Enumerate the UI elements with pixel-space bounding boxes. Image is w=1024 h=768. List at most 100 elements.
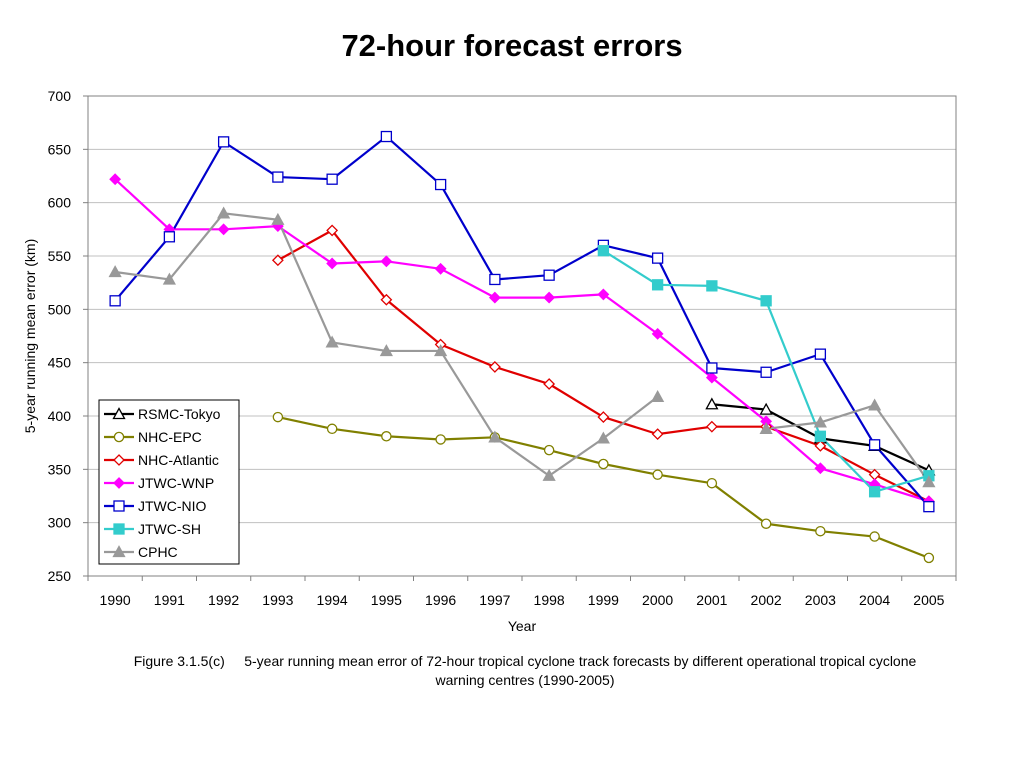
legend-marker-nhc-epc	[113, 431, 125, 443]
data-point-cphc	[379, 344, 393, 357]
legend: RSMC-Tokyo NHC-EPC NHC-Atlantic JTWC-WNP JTW…	[98, 399, 240, 565]
data-point-jtwc-sh	[706, 280, 718, 292]
x-tick-label: 1999	[588, 592, 619, 608]
data-point-cphc	[868, 398, 882, 411]
data-point-rsmc-tokyo	[705, 397, 719, 410]
data-point-nhc-atlantic	[326, 224, 339, 237]
data-point-nhc-epc	[543, 444, 555, 456]
data-point-nhc-atlantic	[868, 468, 881, 481]
legend-marker-jtwc-wnp	[113, 477, 125, 489]
data-point-jtwc-sh	[868, 486, 881, 498]
y-tick-label: 550	[48, 248, 72, 264]
data-point-jtwc-nio	[543, 269, 555, 281]
data-point-cphc	[271, 212, 285, 225]
legend-label-cphc: CPHC	[138, 544, 178, 560]
x-tick-label: 1992	[208, 592, 239, 608]
data-point-nhc-atlantic	[488, 361, 501, 373]
data-point-jtwc-wnp	[434, 262, 447, 275]
data-point-cphc	[813, 415, 827, 428]
data-point-nhc-atlantic	[271, 254, 284, 267]
series-line-jtwc-nio	[114, 135, 930, 508]
series-markers	[108, 130, 936, 564]
data-point-cphc	[922, 475, 936, 488]
data-point-jtwc-nio	[272, 171, 284, 183]
legend-label-jtwc-wnp: JTWC-WNP	[138, 475, 214, 491]
x-tick-label: 2003	[805, 592, 836, 608]
data-point-cphc	[108, 265, 122, 278]
y-axis-title: 5-year running mean error (km)	[22, 239, 38, 434]
data-point-nhc-epc	[326, 423, 338, 435]
y-tick-label: 500	[48, 301, 72, 317]
data-point-jtwc-nio	[326, 173, 338, 185]
x-tick-label: 1998	[534, 592, 565, 608]
legend-marker-rsmc-tokyo	[112, 407, 126, 420]
data-point-nhc-epc	[923, 552, 935, 564]
x-tick-label: 1995	[371, 592, 402, 608]
figure-caption-text: 5-year running mean error of 72-hour tro…	[244, 653, 917, 688]
data-point-jtwc-nio	[109, 295, 121, 307]
data-point-jtwc-nio	[923, 501, 935, 513]
data-point-nhc-epc	[869, 531, 880, 542]
data-point-nhc-atlantic	[651, 428, 664, 441]
x-tick-label: 1994	[317, 592, 348, 608]
data-point-cphc	[759, 421, 773, 434]
y-tick-label: 700	[48, 88, 72, 104]
data-point-cphc	[542, 468, 556, 481]
y-tick-label: 350	[48, 461, 72, 477]
data-point-jtwc-wnp	[109, 173, 122, 186]
x-tick-label: 2005	[913, 592, 944, 608]
data-point-jtwc-wnp	[326, 257, 339, 270]
data-point-jtwc-sh	[760, 295, 772, 307]
figure-number: Figure 3.1.5(c)	[133, 653, 225, 669]
data-point-cphc	[651, 389, 665, 402]
data-point-jtwc-sh	[597, 245, 610, 257]
data-point-jtwc-wnp	[597, 288, 610, 301]
x-tick-label: 1993	[262, 592, 293, 608]
y-tick-label: 400	[48, 408, 72, 424]
x-tick-label: 2001	[696, 592, 727, 608]
data-point-jtwc-wnp	[380, 255, 393, 268]
legend-marker-jtwc-sh	[113, 523, 125, 535]
data-point-cphc	[162, 272, 176, 285]
x-tick-label: 1990	[100, 592, 131, 608]
data-point-nhc-atlantic	[705, 420, 718, 433]
data-point-nhc-epc	[706, 477, 718, 489]
data-point-jtwc-nio	[814, 348, 827, 360]
series-line-jtwc-wnp	[114, 178, 930, 503]
data-point-nhc-epc	[598, 458, 609, 470]
data-point-jtwc-sh	[651, 279, 664, 291]
data-point-jtwc-nio	[706, 362, 718, 374]
legend-label-jtwc-sh: JTWC-SH	[138, 521, 201, 537]
data-point-rsmc-tokyo	[759, 402, 773, 415]
data-point-jtwc-nio	[217, 136, 230, 148]
y-axis-ticks: 250 300 350 400 450 500 550 600 650 700	[48, 88, 88, 584]
figure-caption: Figure 3.1.5(c) 5-year running mean erro…	[110, 652, 940, 690]
data-point-cphc	[488, 430, 502, 443]
x-tick-label: 2000	[642, 592, 673, 608]
data-point-jtwc-nio	[380, 130, 393, 143]
y-tick-label: 650	[48, 141, 72, 157]
data-point-jtwc-wnp	[488, 291, 501, 304]
y-tick-label: 300	[48, 515, 72, 531]
data-point-nhc-epc	[381, 431, 392, 442]
data-point-jtwc-sh	[814, 430, 827, 442]
data-point-nhc-atlantic	[814, 439, 827, 452]
data-point-jtwc-nio	[651, 252, 664, 264]
data-point-jtwc-nio	[489, 273, 501, 286]
data-point-jtwc-nio	[868, 439, 881, 451]
data-point-nhc-atlantic	[380, 293, 393, 306]
slide-title: 72-hour forecast errors	[341, 28, 683, 63]
legend-label-jtwc-nio: JTWC-NIO	[138, 498, 207, 514]
y-tick-label: 250	[48, 568, 72, 584]
data-point-nhc-epc	[435, 434, 446, 445]
data-point-jtwc-nio	[434, 178, 447, 191]
data-point-jtwc-wnp	[705, 371, 718, 384]
legend-label-nhc-epc: NHC-EPC	[138, 429, 202, 445]
legend-marker-cphc	[112, 545, 126, 558]
data-point-cphc	[596, 431, 610, 444]
y-tick-label: 450	[48, 355, 72, 371]
x-axis-ticks: 1990 1991 1992 1993 1994 1995 1996 1997 1998 1999…	[87, 576, 957, 608]
series-line-cphc	[765, 404, 930, 483]
x-tick-label: 1991	[154, 592, 185, 608]
